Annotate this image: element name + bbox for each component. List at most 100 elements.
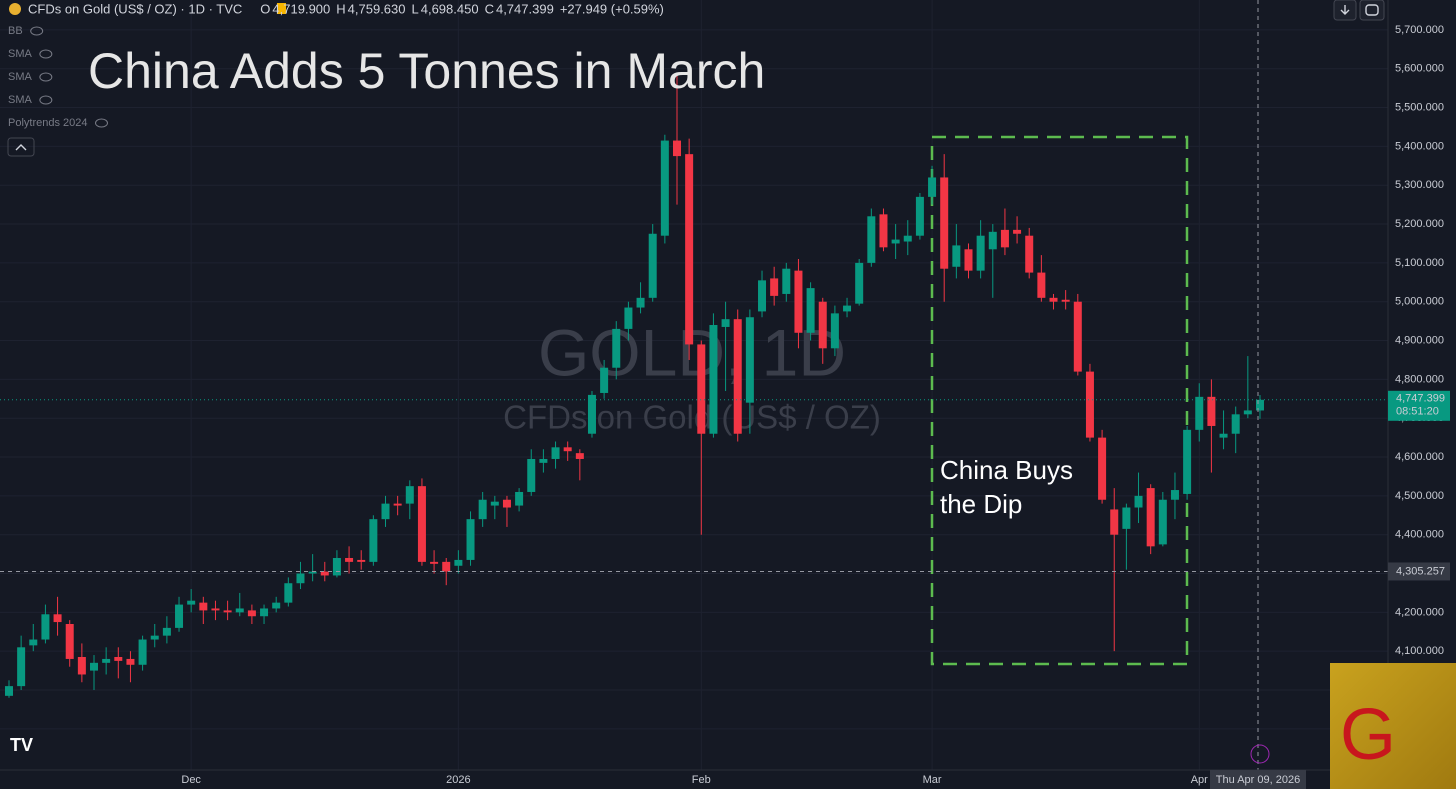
candle-body [1170,490,1179,500]
candle-body [745,317,754,403]
candle-body [223,610,232,613]
tv-logo[interactable]: TV [10,735,33,755]
candle-body [988,231,997,250]
candle-body [77,657,86,675]
candle-body [1025,235,1034,273]
crosshair-date-label: Thu Apr 09, 2026 [1216,774,1300,786]
visibility-toggle[interactable] [39,72,53,82]
candle-body [1037,272,1046,298]
visibility-toggle[interactable] [39,95,53,105]
indicator-name: SMA [8,94,33,106]
candle-body [721,319,730,327]
candle-body [405,486,414,504]
candle-body [430,561,439,564]
watermark-subtitle: CFDs on Gold (US$ / OZ) [503,399,881,436]
candle-body [1000,229,1009,248]
x-tick-label: Feb [692,774,711,786]
collapse-icon [15,144,27,151]
candle-body [672,140,681,157]
candle-body [260,608,269,617]
indicator-name: BB [8,25,23,37]
ohlc-value: 4,719.900 [272,1,330,16]
visibility-toggle[interactable] [39,49,53,59]
x-tick-label: 2026 [446,774,470,786]
candle-body [393,503,402,506]
candles [4,72,1264,698]
candle-body [114,657,123,661]
candle-body [478,499,487,520]
fullscreen-icon [1365,4,1379,16]
candle-body [830,313,839,349]
candle-body [65,623,74,659]
indicator-name: SMA [8,71,33,83]
ohlc-key: C [485,1,494,16]
event-icon[interactable] [1250,744,1270,764]
candle-body [1110,509,1119,535]
symbol-icon [9,3,21,15]
candle-body [345,557,354,562]
candle-body [903,235,912,242]
y-tick-label: 5,200.000 [1395,218,1444,230]
crosshair-date-box [1210,770,1306,789]
candle-body [1013,229,1022,234]
visibility-toggle[interactable] [30,26,44,36]
download-icon [1340,5,1350,15]
candle-body [515,491,524,506]
candle-body [587,394,596,434]
fullscreen-button[interactable] [1359,0,1385,21]
candle-body [843,305,852,312]
candle-body [29,639,38,646]
candle-body [1146,488,1155,547]
crosshair-price-label: 4,305.257 [1396,565,1445,577]
candle-body [1061,299,1070,302]
candle-body [1255,399,1264,411]
candle-body [272,602,281,609]
candle-body [442,561,451,572]
indicator-name: SMA [8,48,33,60]
candle-body [964,249,973,271]
candle-body [199,602,208,611]
flag-icon[interactable] [277,3,286,14]
candle-body [320,571,329,576]
candle-body [381,503,390,520]
candle-body [563,447,572,452]
ohlc-value: 4,698.450 [421,1,479,16]
y-tick-label: 5,600.000 [1395,63,1444,75]
candle-body [454,559,463,566]
x-tick-label: Apr [1191,774,1208,786]
y-tick-label: 4,800.000 [1395,373,1444,385]
y-tick-label: 4,400.000 [1395,529,1444,541]
candle-body [138,639,147,665]
candle-body [1073,301,1082,372]
y-tick-label: 5,100.000 [1395,257,1444,269]
visibility-toggle[interactable] [95,118,108,128]
candle-body [308,571,317,574]
candle-body [1195,396,1204,430]
last-price-box [1388,390,1450,421]
candle-body [709,325,718,434]
collapse-button[interactable] [7,137,35,157]
candle-body [187,600,196,605]
indicator-name: Polytrends 2024 [8,117,88,129]
candle-body [150,635,159,640]
candle-body [733,319,742,434]
candle-body [770,278,779,296]
crosshair-price-box [1388,562,1450,581]
candle-body [940,177,949,269]
y-tick-label: 4,100.000 [1395,645,1444,657]
candle-body [53,614,62,623]
y-tick-label: 5,400.000 [1395,140,1444,152]
candle-body [1122,507,1131,529]
highlight-box [930,135,1189,666]
ohlc-value: 4,759.630 [348,1,406,16]
brand-letter: G [1340,695,1396,775]
candle-body [818,301,827,349]
candle-body [600,367,609,393]
candle-body [612,328,621,368]
annotation-line: the Dip [940,489,1022,519]
candle-body [1049,297,1058,302]
candle-body [636,297,645,308]
candle-body [915,196,924,236]
